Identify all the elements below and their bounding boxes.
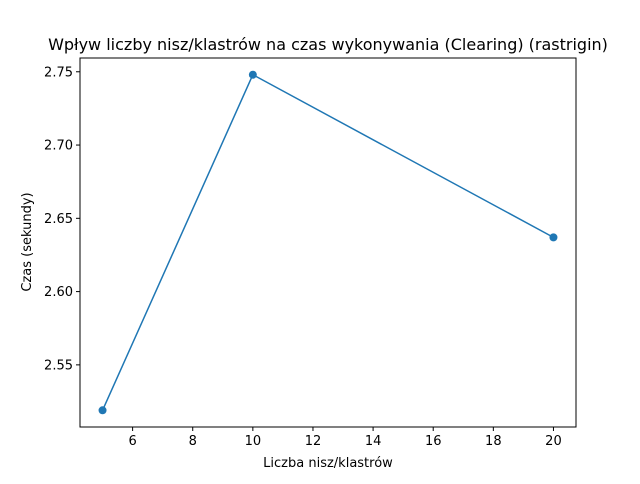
data-point xyxy=(549,233,558,242)
x-axis-label: Liczba nisz/klastrów xyxy=(263,456,393,471)
y-axis: 2.55 2.60 2.65 2.70 2.75 xyxy=(44,65,80,373)
y-tick-label: 2.65 xyxy=(44,212,73,227)
y-axis-label: Czas (sekundy) xyxy=(20,192,35,291)
x-axis: 6 8 10 12 14 16 18 20 xyxy=(128,427,562,449)
x-tick-label: 16 xyxy=(425,434,442,449)
x-tick-label: 10 xyxy=(245,434,262,449)
y-tick-label: 2.55 xyxy=(44,358,73,373)
chart-title: Wpływ liczby nisz/klastrów na czas wykon… xyxy=(48,35,608,54)
x-tick-label: 18 xyxy=(485,434,502,449)
plot-frame xyxy=(79,57,577,428)
data-point xyxy=(248,70,257,79)
series-layer xyxy=(98,70,558,415)
x-tick-label: 6 xyxy=(128,434,136,449)
x-tick-label: 12 xyxy=(305,434,322,449)
plot-area: 6 8 10 12 14 16 18 20 2.55 2.60 2.65 2.70 2.75 xyxy=(44,57,577,449)
x-tick-label: 20 xyxy=(545,434,562,449)
data-point xyxy=(98,406,107,415)
x-tick-label: 8 xyxy=(189,434,197,449)
x-tick-label: 14 xyxy=(365,434,382,449)
y-tick-label: 2.60 xyxy=(44,285,73,300)
y-tick-label: 2.75 xyxy=(44,65,73,80)
y-tick-label: 2.70 xyxy=(44,139,73,154)
